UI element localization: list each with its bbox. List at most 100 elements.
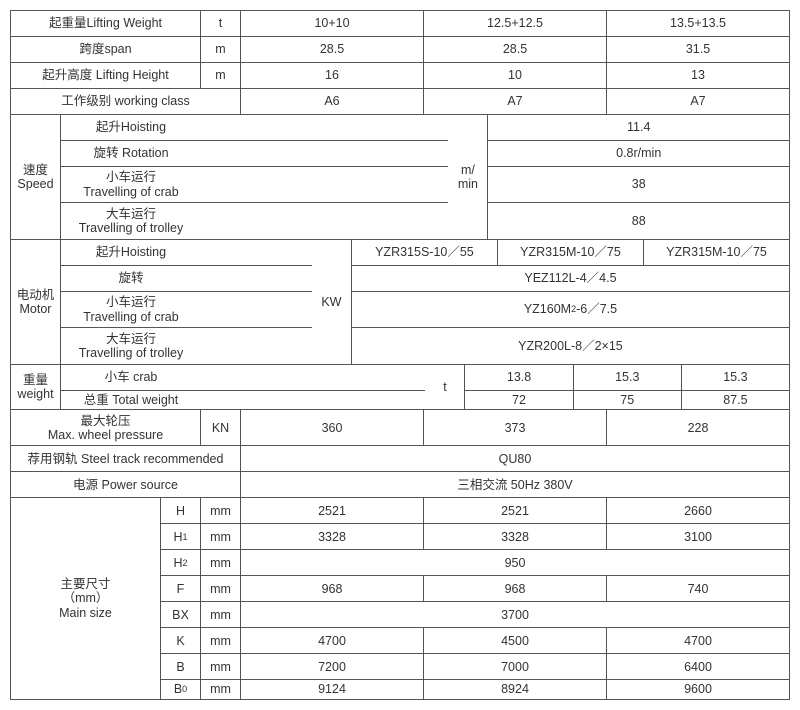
- unit: mm: [201, 498, 241, 523]
- group-speed: 速度 Speed 起升Hoisting 旋转 Rotation 小车运行 Tra…: [11, 115, 789, 240]
- unit: m: [201, 37, 241, 62]
- val: YZR200L-8／2×15: [352, 328, 789, 364]
- val-2: 31.5: [607, 37, 789, 62]
- val-1: A7: [424, 89, 607, 114]
- val-2: 740: [607, 576, 789, 601]
- val-1: 28.5: [424, 37, 607, 62]
- val-1: 2521: [424, 498, 607, 523]
- val-0: 9124: [241, 680, 424, 698]
- val: 88: [488, 203, 789, 239]
- val-1: 15.3: [574, 365, 682, 390]
- unit: mm: [201, 550, 241, 575]
- val-1: 10: [424, 63, 607, 88]
- val: 0.8r/min: [488, 141, 789, 166]
- val: 11.4: [488, 115, 789, 140]
- val-2: 13: [607, 63, 789, 88]
- group-main-size: 主要尺寸 （mm） Main size Hmm252125212660H1mm3…: [11, 498, 789, 699]
- sub-label: 小车 crab: [61, 365, 201, 390]
- val-2: 6400: [607, 654, 789, 679]
- val-2: 2660: [607, 498, 789, 523]
- group-label: 电动机 Motor: [11, 240, 61, 364]
- val-0: 3328: [241, 524, 424, 549]
- val-0: 4700: [241, 628, 424, 653]
- unit: mm: [201, 680, 241, 698]
- unit: mm: [201, 628, 241, 653]
- val-2: 228: [607, 410, 789, 445]
- sub-label: 旋转 Rotation: [61, 141, 201, 166]
- dim-label: H2: [161, 550, 201, 575]
- row-wheel-pressure: 最大轮压 Max. wheel pressure KN 360 373 228: [11, 410, 789, 446]
- row-span: 跨度span m 28.5 28.5 31.5: [11, 37, 789, 63]
- unit: mm: [201, 602, 241, 627]
- spec-table: 起重量Lifting Weight t 10+10 12.5+12.5 13.5…: [10, 10, 790, 700]
- row-power-source: 电源 Power source 三相交流 50Hz 380V: [11, 472, 789, 498]
- dim-label: K: [161, 628, 201, 653]
- val: 3700: [241, 602, 789, 627]
- val-0: 28.5: [241, 37, 424, 62]
- val-2: 9600: [607, 680, 789, 698]
- val-2: 15.3: [682, 365, 789, 390]
- val-0: 7200: [241, 654, 424, 679]
- mainsize-row: B0mm912489249600: [161, 680, 789, 698]
- sub-label: 起升Hoisting: [61, 115, 201, 140]
- row-working-class: 工作级别 working class A6 A7 A7: [11, 89, 789, 115]
- dim-label: B: [161, 654, 201, 679]
- val-2: A7: [607, 89, 789, 114]
- dim-label: H: [161, 498, 201, 523]
- label: 最大轮压 Max. wheel pressure: [11, 410, 201, 445]
- unit: mm: [201, 576, 241, 601]
- val-0: 2521: [241, 498, 424, 523]
- val: YZ160M2-6／7.5: [352, 292, 789, 327]
- row-lifting-height: 起升高度 Lifting Height m 16 10 13: [11, 63, 789, 89]
- unit: mm: [201, 524, 241, 549]
- val-2: YZR315M-10／75: [644, 240, 789, 265]
- val-0: YZR315S-10／55: [352, 240, 498, 265]
- mainsize-row: BXmm3700: [161, 602, 789, 628]
- mainsize-row: H1mm332833283100: [161, 524, 789, 550]
- val-0: 10+10: [241, 11, 424, 36]
- val: 950: [241, 550, 789, 575]
- val-2: 4700: [607, 628, 789, 653]
- val-1: 373: [424, 410, 607, 445]
- mainsize-row: Fmm968968740: [161, 576, 789, 602]
- unit: m: [201, 63, 241, 88]
- unit: m/ min: [448, 115, 488, 239]
- label: 电源 Power source: [11, 472, 241, 497]
- val-1: 3328: [424, 524, 607, 549]
- val-1: 8924: [424, 680, 607, 698]
- group-label: 主要尺寸 （mm） Main size: [11, 498, 161, 698]
- val-1: 4500: [424, 628, 607, 653]
- val-1: YZR315M-10／75: [498, 240, 644, 265]
- label: 起重量Lifting Weight: [11, 11, 201, 36]
- label: 工作级别 working class: [11, 89, 241, 114]
- sub-label: 大车运行 Travelling of trolley: [61, 203, 201, 239]
- mainsize-row: Kmm470045004700: [161, 628, 789, 654]
- group-label: 速度 Speed: [11, 115, 61, 239]
- val-1: 968: [424, 576, 607, 601]
- val: 三相交流 50Hz 380V: [241, 472, 789, 497]
- dim-label: F: [161, 576, 201, 601]
- unit: KN: [201, 410, 241, 445]
- val-2: 13.5+13.5: [607, 11, 789, 36]
- val-0: 13.8: [465, 365, 573, 390]
- val-2: 87.5: [682, 391, 789, 409]
- label: 跨度span: [11, 37, 201, 62]
- val: 38: [488, 167, 789, 202]
- val-1: 12.5+12.5: [424, 11, 607, 36]
- val-1: 75: [574, 391, 682, 409]
- row-lifting-weight: 起重量Lifting Weight t 10+10 12.5+12.5 13.5…: [11, 11, 789, 37]
- val-0: 72: [465, 391, 573, 409]
- label: 起升高度 Lifting Height: [11, 63, 201, 88]
- unit: KW: [312, 240, 352, 364]
- sub-label: 大车运行 Travelling of trolley: [61, 328, 201, 364]
- val-0: A6: [241, 89, 424, 114]
- val: QU80: [241, 446, 789, 471]
- unit: mm: [201, 654, 241, 679]
- group-motor: 电动机 Motor 起升Hoisting 旋转 小车运行 Travelling …: [11, 240, 789, 365]
- val: YEZ112L-4／4.5: [352, 266, 789, 291]
- val-0: 360: [241, 410, 424, 445]
- mainsize-row: H2mm950: [161, 550, 789, 576]
- sub-label: 起升Hoisting: [61, 240, 201, 265]
- dim-label: BX: [161, 602, 201, 627]
- sub-label: 小车运行 Travelling of crab: [61, 167, 201, 202]
